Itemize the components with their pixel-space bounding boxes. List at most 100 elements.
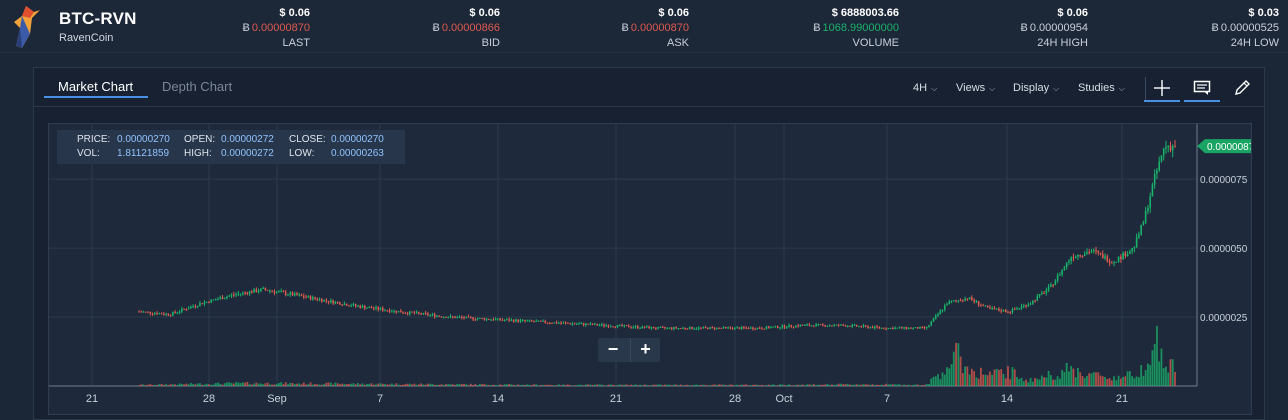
candle-body xyxy=(533,321,535,323)
candle-body xyxy=(1099,252,1102,254)
candle-body xyxy=(454,316,456,319)
volume-bar xyxy=(510,384,513,386)
candlestick-chart-canvas[interactable]: 21 28 Sep 7 14 21 28 Oct 7 14 21 0.0000075 0.0000050… xyxy=(49,124,1255,414)
candle-body xyxy=(1151,184,1154,197)
candle-body xyxy=(357,305,359,307)
zoom-in-button[interactable]: + xyxy=(630,338,660,362)
volume-bar xyxy=(659,384,662,386)
candle-body xyxy=(138,311,140,313)
candle-body xyxy=(795,325,797,328)
candle-body xyxy=(734,327,736,330)
zoom-controls: − + xyxy=(598,338,660,362)
volume-bar xyxy=(1049,375,1052,386)
volume-bar xyxy=(598,384,601,386)
candle-body xyxy=(738,327,741,329)
volume-bar xyxy=(1137,377,1140,386)
volume-bar xyxy=(354,384,357,386)
volume-bar xyxy=(979,367,982,386)
volume-bar xyxy=(964,366,966,386)
candle-body xyxy=(639,328,641,330)
candle-body xyxy=(1111,262,1113,264)
candle-body xyxy=(977,301,980,305)
candle-body xyxy=(199,303,201,307)
candle-body xyxy=(465,316,468,319)
views-menu[interactable]: Views ⌵ xyxy=(956,82,995,94)
candle-body xyxy=(384,310,386,312)
x-tick-label: 28 xyxy=(729,393,741,405)
tab-market-chart[interactable]: Market Chart xyxy=(58,79,134,94)
candle-body xyxy=(747,327,750,329)
candle-body xyxy=(716,327,718,329)
volume-bar xyxy=(1158,361,1161,386)
volume-bar xyxy=(417,384,420,386)
zoom-out-button[interactable]: − xyxy=(607,339,619,359)
volume-bar xyxy=(320,384,323,386)
display-menu[interactable]: Display ⌵ xyxy=(1013,82,1059,94)
volume-bar xyxy=(381,383,384,386)
volume-bar xyxy=(1113,376,1115,386)
volume-bar xyxy=(596,384,599,386)
volume-bar xyxy=(887,384,890,386)
volume-bar xyxy=(370,383,373,386)
high-value: 0.00000272 xyxy=(221,148,274,159)
x-tick-label: 7 xyxy=(884,393,890,405)
volume-bar xyxy=(217,382,219,386)
candle-body xyxy=(519,320,522,322)
candle-body xyxy=(1126,253,1129,257)
interval-menu[interactable]: 4H ⌵ xyxy=(913,82,937,94)
candle-body xyxy=(666,327,668,329)
low-value: 0.00000263 xyxy=(331,148,384,159)
candle-body xyxy=(239,293,242,295)
volume-bar xyxy=(1126,371,1129,386)
volume-bar xyxy=(747,385,750,386)
volume-bar xyxy=(361,383,364,386)
volume-bar xyxy=(923,384,926,386)
volume-bar xyxy=(758,385,761,386)
chart-panel: Market Chart Depth Chart 4H ⌵ Views ⌵ Disp… xyxy=(33,67,1265,420)
candle-body xyxy=(706,327,709,330)
volume-bar xyxy=(991,374,994,386)
candle-body xyxy=(526,320,529,322)
candle-body xyxy=(348,305,350,307)
tab-depth-chart[interactable]: Depth Chart xyxy=(162,79,233,94)
candle-body xyxy=(916,327,919,329)
candle-body xyxy=(1153,173,1156,185)
volume-bar xyxy=(855,384,858,386)
volume-bar xyxy=(928,384,930,386)
ravencoin-logo xyxy=(14,6,40,48)
volume-bar xyxy=(548,384,551,386)
candle-body xyxy=(553,322,556,324)
candle-body xyxy=(181,308,183,312)
candle-body xyxy=(517,319,519,322)
candle-body xyxy=(341,304,343,306)
candle-body xyxy=(998,308,1000,311)
candle-body xyxy=(1174,145,1176,148)
studies-menu[interactable]: Studies ⌵ xyxy=(1078,82,1125,94)
candle-body xyxy=(1081,255,1084,257)
pencil-button[interactable] xyxy=(1224,74,1260,102)
volume-bar xyxy=(476,385,479,386)
volume-bar xyxy=(194,384,197,386)
price-chart[interactable]: 21 28 Sep 7 14 21 28 Oct 7 14 21 0.0000075 0.0000050… xyxy=(48,123,1255,415)
volume-bar xyxy=(657,384,660,386)
candle-body xyxy=(1056,275,1059,281)
candle-body xyxy=(962,300,964,302)
crosshair-button[interactable] xyxy=(1144,74,1180,102)
candle-body xyxy=(343,303,346,305)
candle-body xyxy=(627,325,630,328)
volume-bar xyxy=(765,385,768,386)
candle-body xyxy=(167,313,170,316)
volume-bar xyxy=(1018,379,1021,386)
volume-bar xyxy=(329,382,332,386)
candle-body xyxy=(165,313,167,315)
volume-bar xyxy=(203,384,206,386)
candle-body xyxy=(986,305,989,308)
candle-body xyxy=(600,324,603,326)
candle-body xyxy=(1034,300,1036,302)
comment-button[interactable] xyxy=(1184,74,1220,102)
candle-body xyxy=(984,305,987,307)
volume-bar xyxy=(724,384,727,386)
volume-bar xyxy=(503,384,506,386)
volume-bar xyxy=(1156,325,1158,386)
candle-body xyxy=(833,324,835,326)
